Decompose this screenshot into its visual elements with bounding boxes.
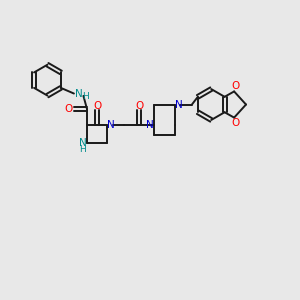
Text: N: N — [146, 120, 154, 130]
Text: N: N — [79, 138, 87, 148]
Text: H: H — [80, 145, 86, 154]
Text: H: H — [82, 92, 89, 101]
Text: O: O — [231, 118, 239, 128]
Text: N: N — [175, 100, 183, 110]
Text: O: O — [135, 101, 143, 111]
Text: N: N — [107, 120, 115, 130]
Text: O: O — [64, 104, 72, 114]
Text: N: N — [75, 88, 83, 98]
Text: O: O — [93, 101, 101, 111]
Text: O: O — [231, 81, 239, 92]
